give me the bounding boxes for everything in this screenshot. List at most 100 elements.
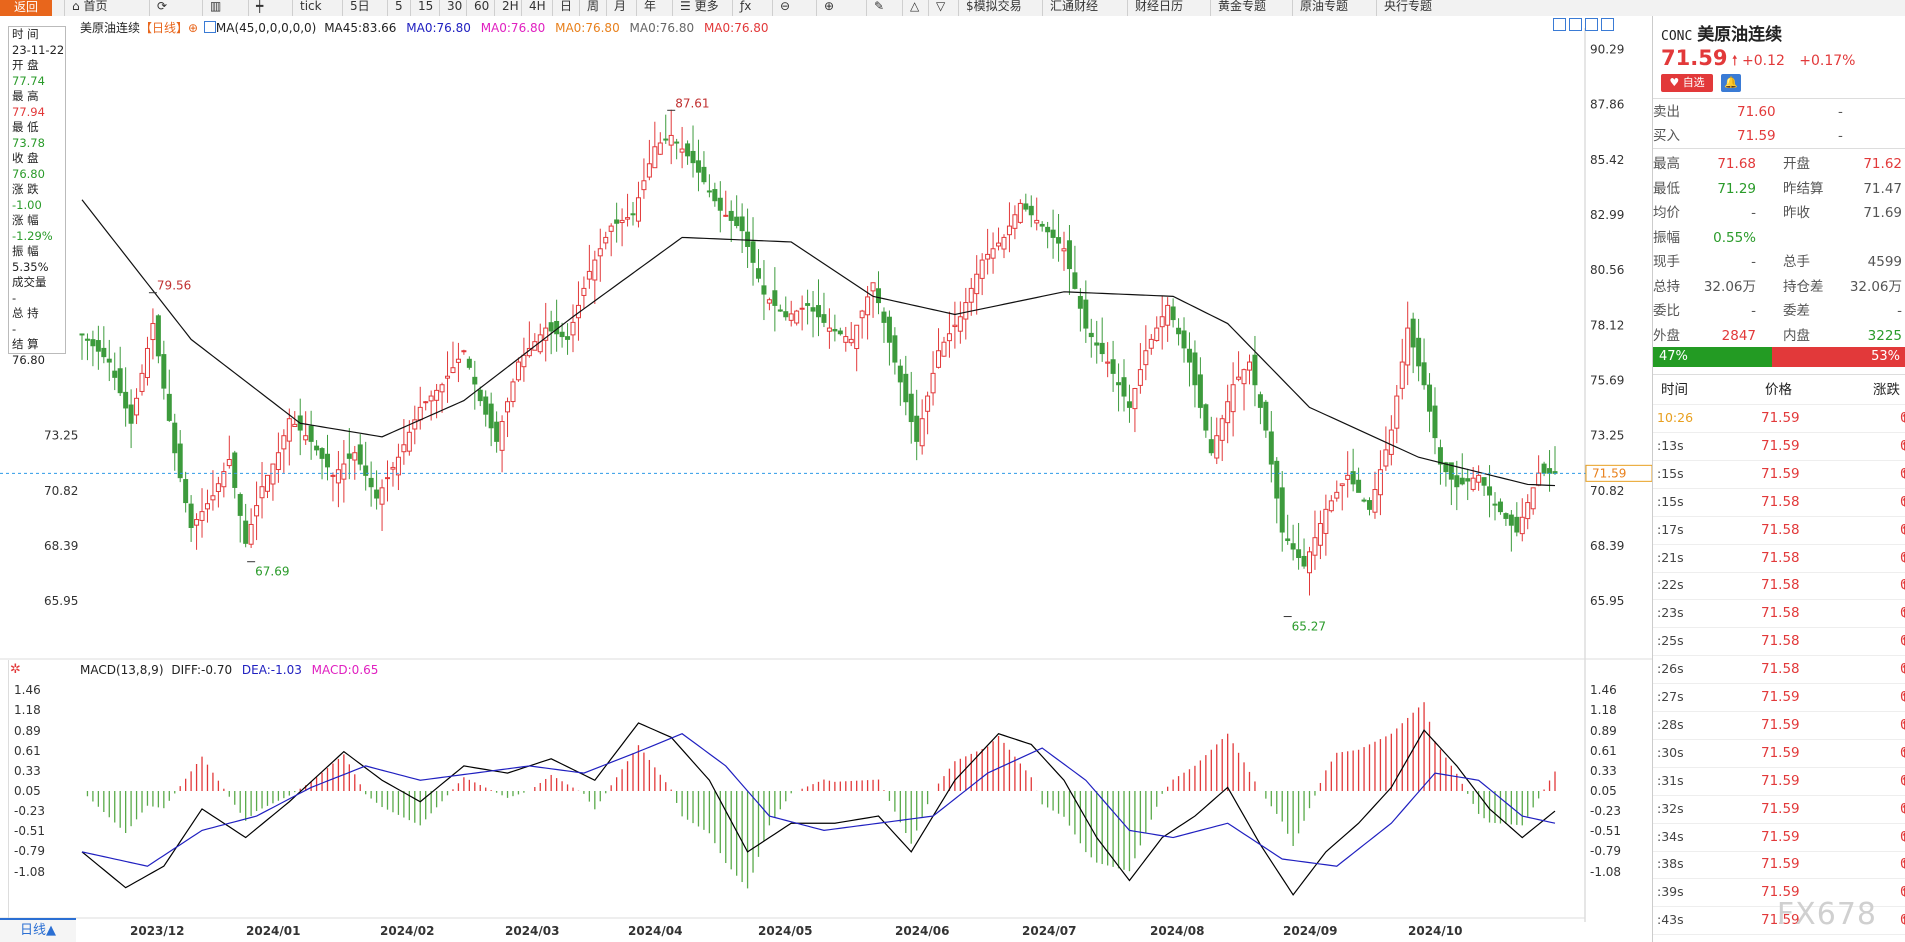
x-tick-label: 2024/04: [628, 924, 682, 938]
tick-change-value: 0.12: [1900, 410, 1905, 426]
toolbar-30min[interactable]: 30: [447, 0, 462, 16]
ma45-line: [81, 199, 1556, 487]
price-chart[interactable]: 90.29 87.86 85.42 82.99 80.56 78.12 75.69 73.25…: [0, 16, 1652, 660]
tick-price: 71.58: [1761, 577, 1800, 594]
toolbar-60min[interactable]: 60: [474, 0, 489, 16]
toolbar-more[interactable]: ☰ 更多: [680, 0, 719, 16]
candle-body: [314, 445, 320, 451]
info-value: 77.94: [12, 104, 45, 119]
toolbar-formula[interactable]: ƒx: [740, 0, 751, 16]
up-arrow-icon: 🠕: [1902, 578, 1905, 593]
toolbar-triangle[interactable]: △: [910, 0, 919, 16]
x-tick-label: 2024/02: [380, 924, 434, 938]
candle-body: [1012, 214, 1018, 229]
toolbar-5day[interactable]: 5日: [350, 0, 370, 16]
legend-ma0-d: MA0:76.80: [629, 21, 695, 35]
macd-diff: DIFF:-0.70: [171, 663, 233, 677]
candle-body: [750, 241, 756, 263]
chart-layout-icon[interactable]: [1569, 18, 1582, 31]
y-tick-label-left: 73.25: [44, 429, 78, 443]
alert-bell-icon[interactable]: 🔔: [1721, 74, 1741, 92]
toolbar-year[interactable]: 年: [644, 0, 656, 16]
toolbar-oil[interactable]: 原油专题: [1300, 0, 1348, 16]
chart-expand-icon[interactable]: [1553, 18, 1566, 31]
toolbar-triangle-outline[interactable]: ▽: [936, 0, 945, 16]
candle-body: [1263, 401, 1269, 431]
candle-body: [281, 435, 287, 450]
triangle-icon: △: [910, 0, 920, 13]
toolbar-fx678[interactable]: 汇通财经: [1050, 0, 1098, 16]
toolbar-2h[interactable]: 2H: [502, 0, 519, 16]
quote-title: CONC 美原油连续: [1661, 20, 1782, 45]
toolbar-sim-trade[interactable]: $模拟交易: [966, 0, 1022, 16]
candle-body: [1372, 489, 1378, 513]
toolbar-5min[interactable]: 5: [395, 0, 403, 16]
toolbar-tick[interactable]: tick: [300, 0, 322, 16]
toolbar-separator: [772, 0, 773, 16]
toolbar-bar-chart[interactable]: ▥: [210, 0, 221, 16]
chart-grid-icon[interactable]: [1585, 18, 1598, 31]
info-label: 涨 跌: [12, 182, 39, 196]
candle-body: [1143, 350, 1149, 366]
x-tick-label: 2024/03: [505, 924, 559, 938]
toolbar-draw[interactable]: ✎: [874, 0, 884, 16]
toolbar-separator: [1127, 0, 1128, 16]
toolbar-zoom-in[interactable]: ⊕: [824, 0, 834, 16]
up-arrow-icon: 🠕: [1902, 690, 1905, 704]
candle-body: [1530, 487, 1536, 510]
toolbar-candle[interactable]: ┿: [256, 0, 263, 16]
candle-body: [1503, 513, 1509, 519]
candle-body: [832, 328, 838, 332]
legend-add-icon[interactable]: ⊕: [188, 21, 199, 35]
stat-label: 持仓差: [1783, 278, 1824, 295]
tick-row: :25s 71.58 0.11🠕: [1653, 627, 1905, 657]
toolbar-zoom-out[interactable]: ⊖: [780, 0, 790, 16]
stat-label: 委比: [1653, 303, 1680, 319]
candle-body: [1470, 477, 1476, 490]
tick-price: 71.58: [1761, 549, 1800, 566]
back-button[interactable]: 返回: [0, 0, 52, 16]
toolbar-refresh[interactable]: ⟳: [157, 0, 167, 16]
tick-row: :15s 71.58 0.11🠕: [1653, 488, 1905, 517]
toolbar-central-bank[interactable]: 央行专题: [1384, 0, 1432, 16]
stat-label: 外盘: [1653, 327, 1680, 344]
x-tick-label: 2024/01: [246, 924, 300, 938]
stat-value: -: [1751, 254, 1756, 270]
quote-panel: CONC 美原油连续 71.59 🠕 +0.12 +0.17% ♥ 自选 🔔 卖…: [1652, 16, 1905, 942]
candle-body: [908, 393, 914, 423]
legend-settings-icon[interactable]: [203, 21, 216, 33]
candle-body: [859, 310, 865, 319]
toolbar-day[interactable]: 日: [560, 0, 572, 16]
candle-body: [395, 456, 401, 476]
candle-body: [559, 331, 565, 338]
info-label: 总 持: [12, 306, 39, 320]
toolbar-15min[interactable]: 15: [418, 0, 433, 16]
candle-body: [488, 403, 494, 429]
candle-body: [1230, 384, 1236, 413]
candle-body: [128, 404, 134, 424]
toolbar-month[interactable]: 月: [614, 0, 626, 16]
candle-body: [161, 354, 167, 389]
toolbar-home[interactable]: ⌂ 首页: [72, 0, 107, 16]
stat-label: 昨收: [1783, 205, 1810, 221]
toolbar-week[interactable]: 周: [587, 0, 599, 16]
quote-price-row: 71.59 🠕 +0.12 +0.17%: [1661, 46, 1855, 74]
stat-row: 均价 - 昨收 71.69: [1653, 201, 1905, 225]
toolbar-4h[interactable]: 4H: [529, 0, 546, 16]
tick-row: :38s 71.59 0.12🠕: [1653, 850, 1905, 880]
chart-fullscreen-icon[interactable]: [1601, 18, 1614, 31]
candle-body: [472, 376, 478, 385]
toolbar-calendar[interactable]: 财经日历: [1135, 0, 1183, 16]
macd-chart[interactable]: 1.46 1.46 1.18 1.18 0.89 0.89 0.61 0.61 0.33 0.33…: [0, 660, 1652, 942]
macd-settings-icon[interactable]: ✲: [10, 662, 21, 677]
tick-change-value: 0.11: [1900, 661, 1905, 678]
watch-button[interactable]: ♥ 自选: [1661, 74, 1713, 92]
candle-body: [1443, 462, 1449, 473]
info-value: -1.29%: [12, 228, 53, 243]
candle-body: [679, 148, 685, 153]
tick-change-value: 0.12: [1900, 828, 1905, 845]
toolbar-year-label: 年: [644, 0, 657, 13]
candle-body: [805, 303, 811, 306]
period-tab[interactable]: 日线▲: [0, 918, 76, 942]
toolbar-gold[interactable]: 黄金专题: [1218, 0, 1266, 16]
